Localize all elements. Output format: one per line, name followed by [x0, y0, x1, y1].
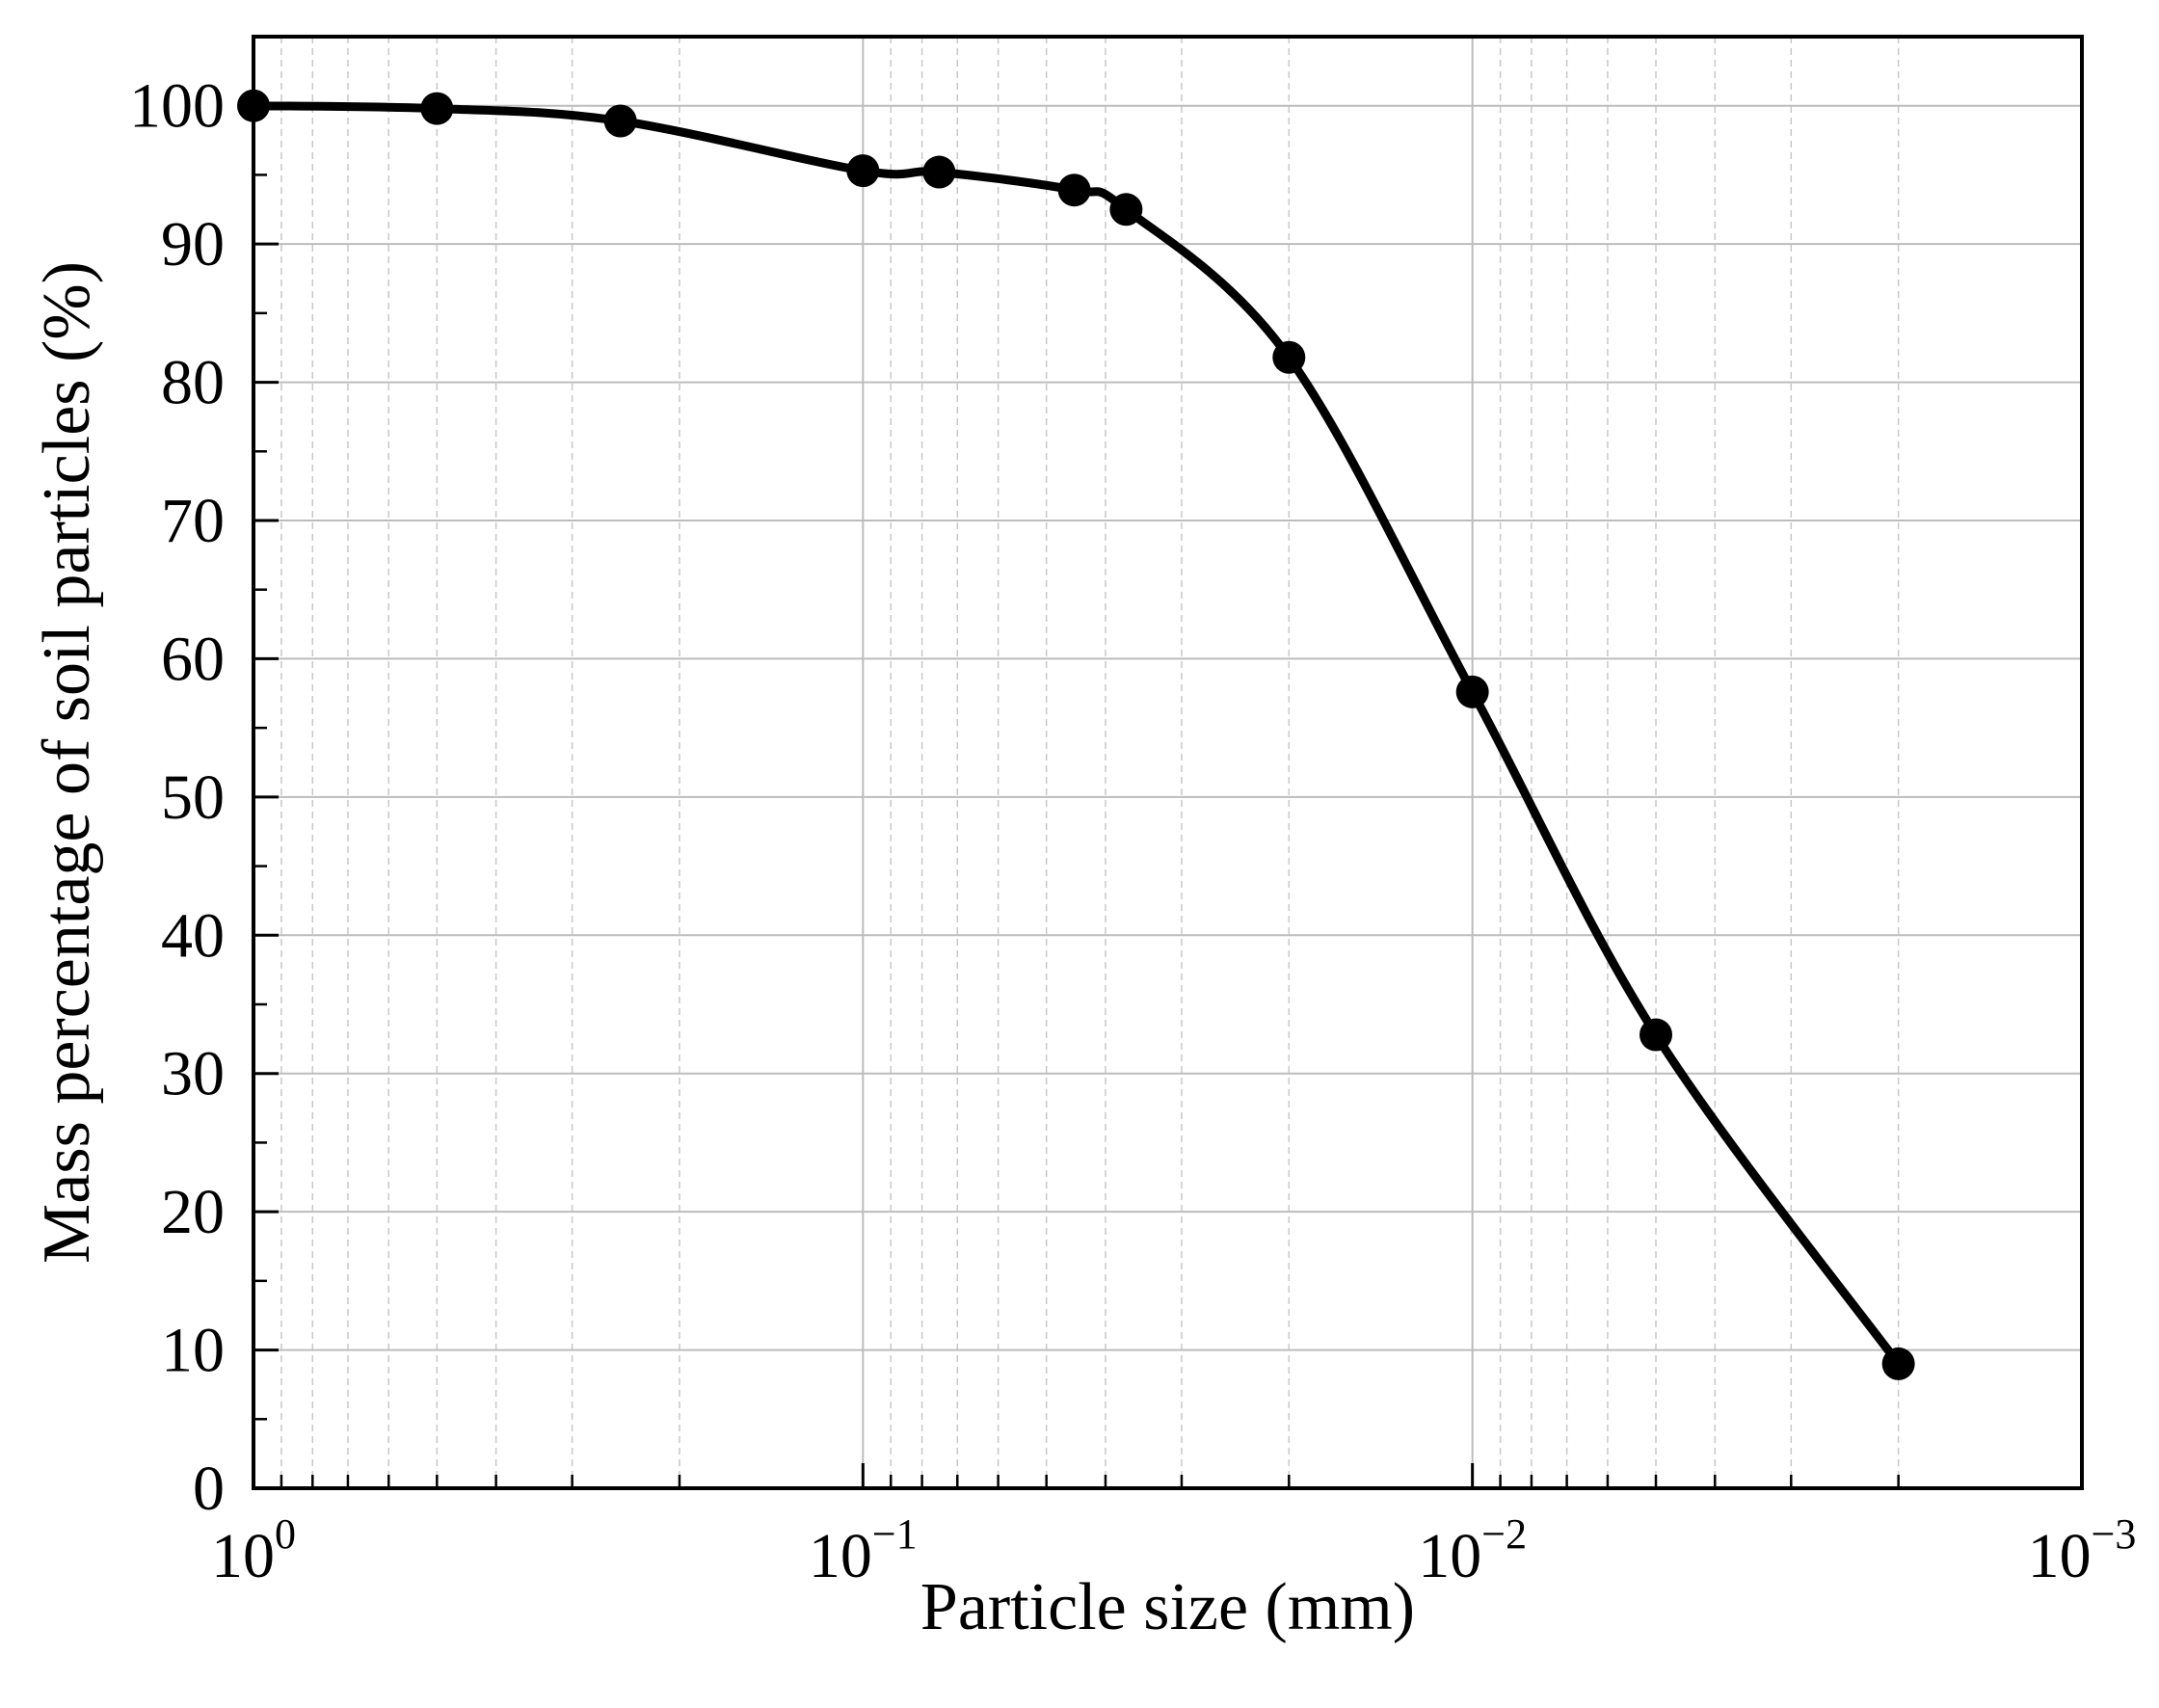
y-tick-label: 30 — [161, 1039, 225, 1109]
data-point — [420, 92, 454, 125]
y-tick-label: 40 — [161, 900, 225, 971]
y-tick-label: 10 — [161, 1316, 225, 1386]
y-tick-label: 70 — [161, 486, 225, 556]
data-point — [1057, 173, 1091, 207]
data-point — [1455, 675, 1489, 708]
y-tick-label: 100 — [129, 71, 225, 142]
y-tick-label: 20 — [161, 1177, 225, 1247]
tick-labels: 100 10−1 10−2 10−3 0 10 20 30 40 50 60 70 80 90 100 — [129, 71, 2136, 1591]
y-tick-label: 80 — [161, 348, 225, 418]
x-axis-label: Particle size (mm) — [920, 1570, 1415, 1644]
x-tick-label: 100 — [211, 1510, 296, 1591]
data-point — [1109, 193, 1143, 227]
series-layer — [237, 89, 1915, 1380]
x-tick-label: 10−3 — [2028, 1510, 2137, 1591]
x-tick-label: 10−1 — [809, 1510, 918, 1591]
y-tick-label: 50 — [161, 762, 225, 833]
y-tick-label: 60 — [161, 624, 225, 694]
data-point — [603, 104, 637, 138]
data-point — [1272, 340, 1306, 374]
y-tick-label: 0 — [193, 1454, 225, 1524]
data-point — [922, 155, 956, 189]
data-point — [1639, 1018, 1673, 1052]
data-point — [846, 154, 880, 188]
plot-frame — [252, 35, 2084, 1490]
y-tick-label: 90 — [161, 209, 225, 280]
y-axis-label: Mass percentage of soil particles (%) — [30, 261, 104, 1264]
x-tick-label: 10−2 — [1418, 1510, 1527, 1591]
data-point — [1881, 1347, 1915, 1380]
